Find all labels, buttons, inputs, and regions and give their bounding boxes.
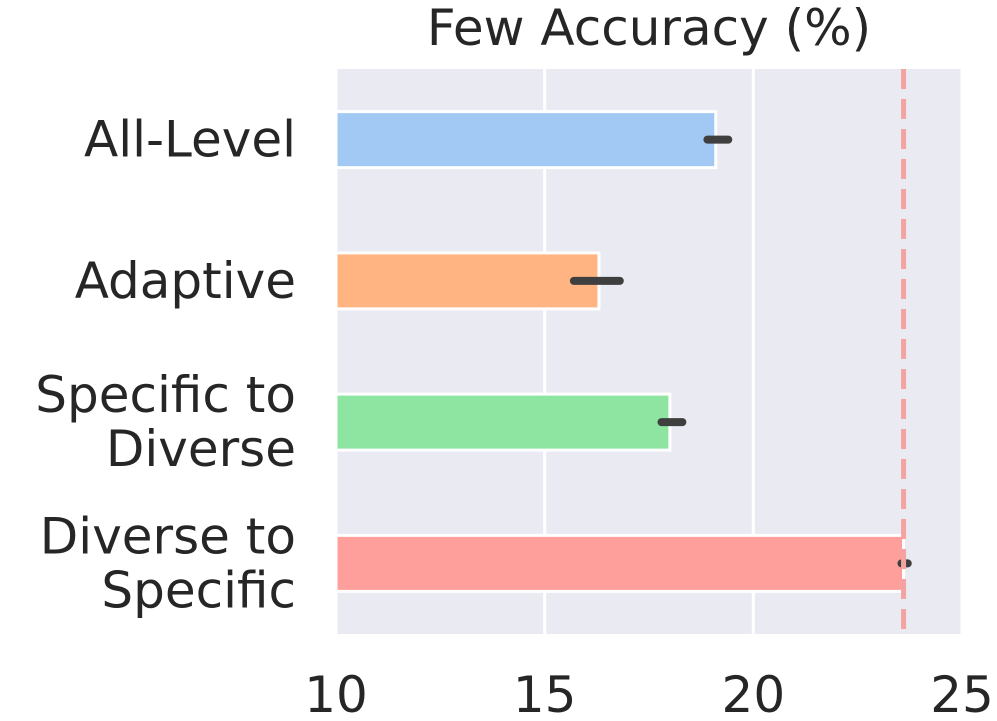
y-tick-label: Specific — [101, 561, 296, 619]
x-tick-label: 10 — [304, 666, 368, 721]
chart-title: Few Accuracy (%) — [427, 0, 871, 57]
y-tick-label: All-Level — [84, 111, 296, 169]
y-tick-label: Diverse — [106, 420, 296, 478]
bars — [334, 110, 906, 593]
x-tick-label: 25 — [930, 666, 994, 721]
y-tick-label: Adaptive — [75, 252, 296, 310]
x-tick-label: 15 — [513, 666, 577, 721]
x-tick-label: 20 — [722, 666, 786, 721]
bar — [334, 110, 718, 170]
y-tick-label: Specific to — [35, 366, 296, 424]
bar — [334, 533, 906, 593]
bar — [334, 251, 601, 311]
y-tick-label: Diverse to — [40, 507, 296, 565]
x-tick-labels: 10 15 20 25 — [304, 666, 994, 721]
bar — [334, 392, 672, 452]
